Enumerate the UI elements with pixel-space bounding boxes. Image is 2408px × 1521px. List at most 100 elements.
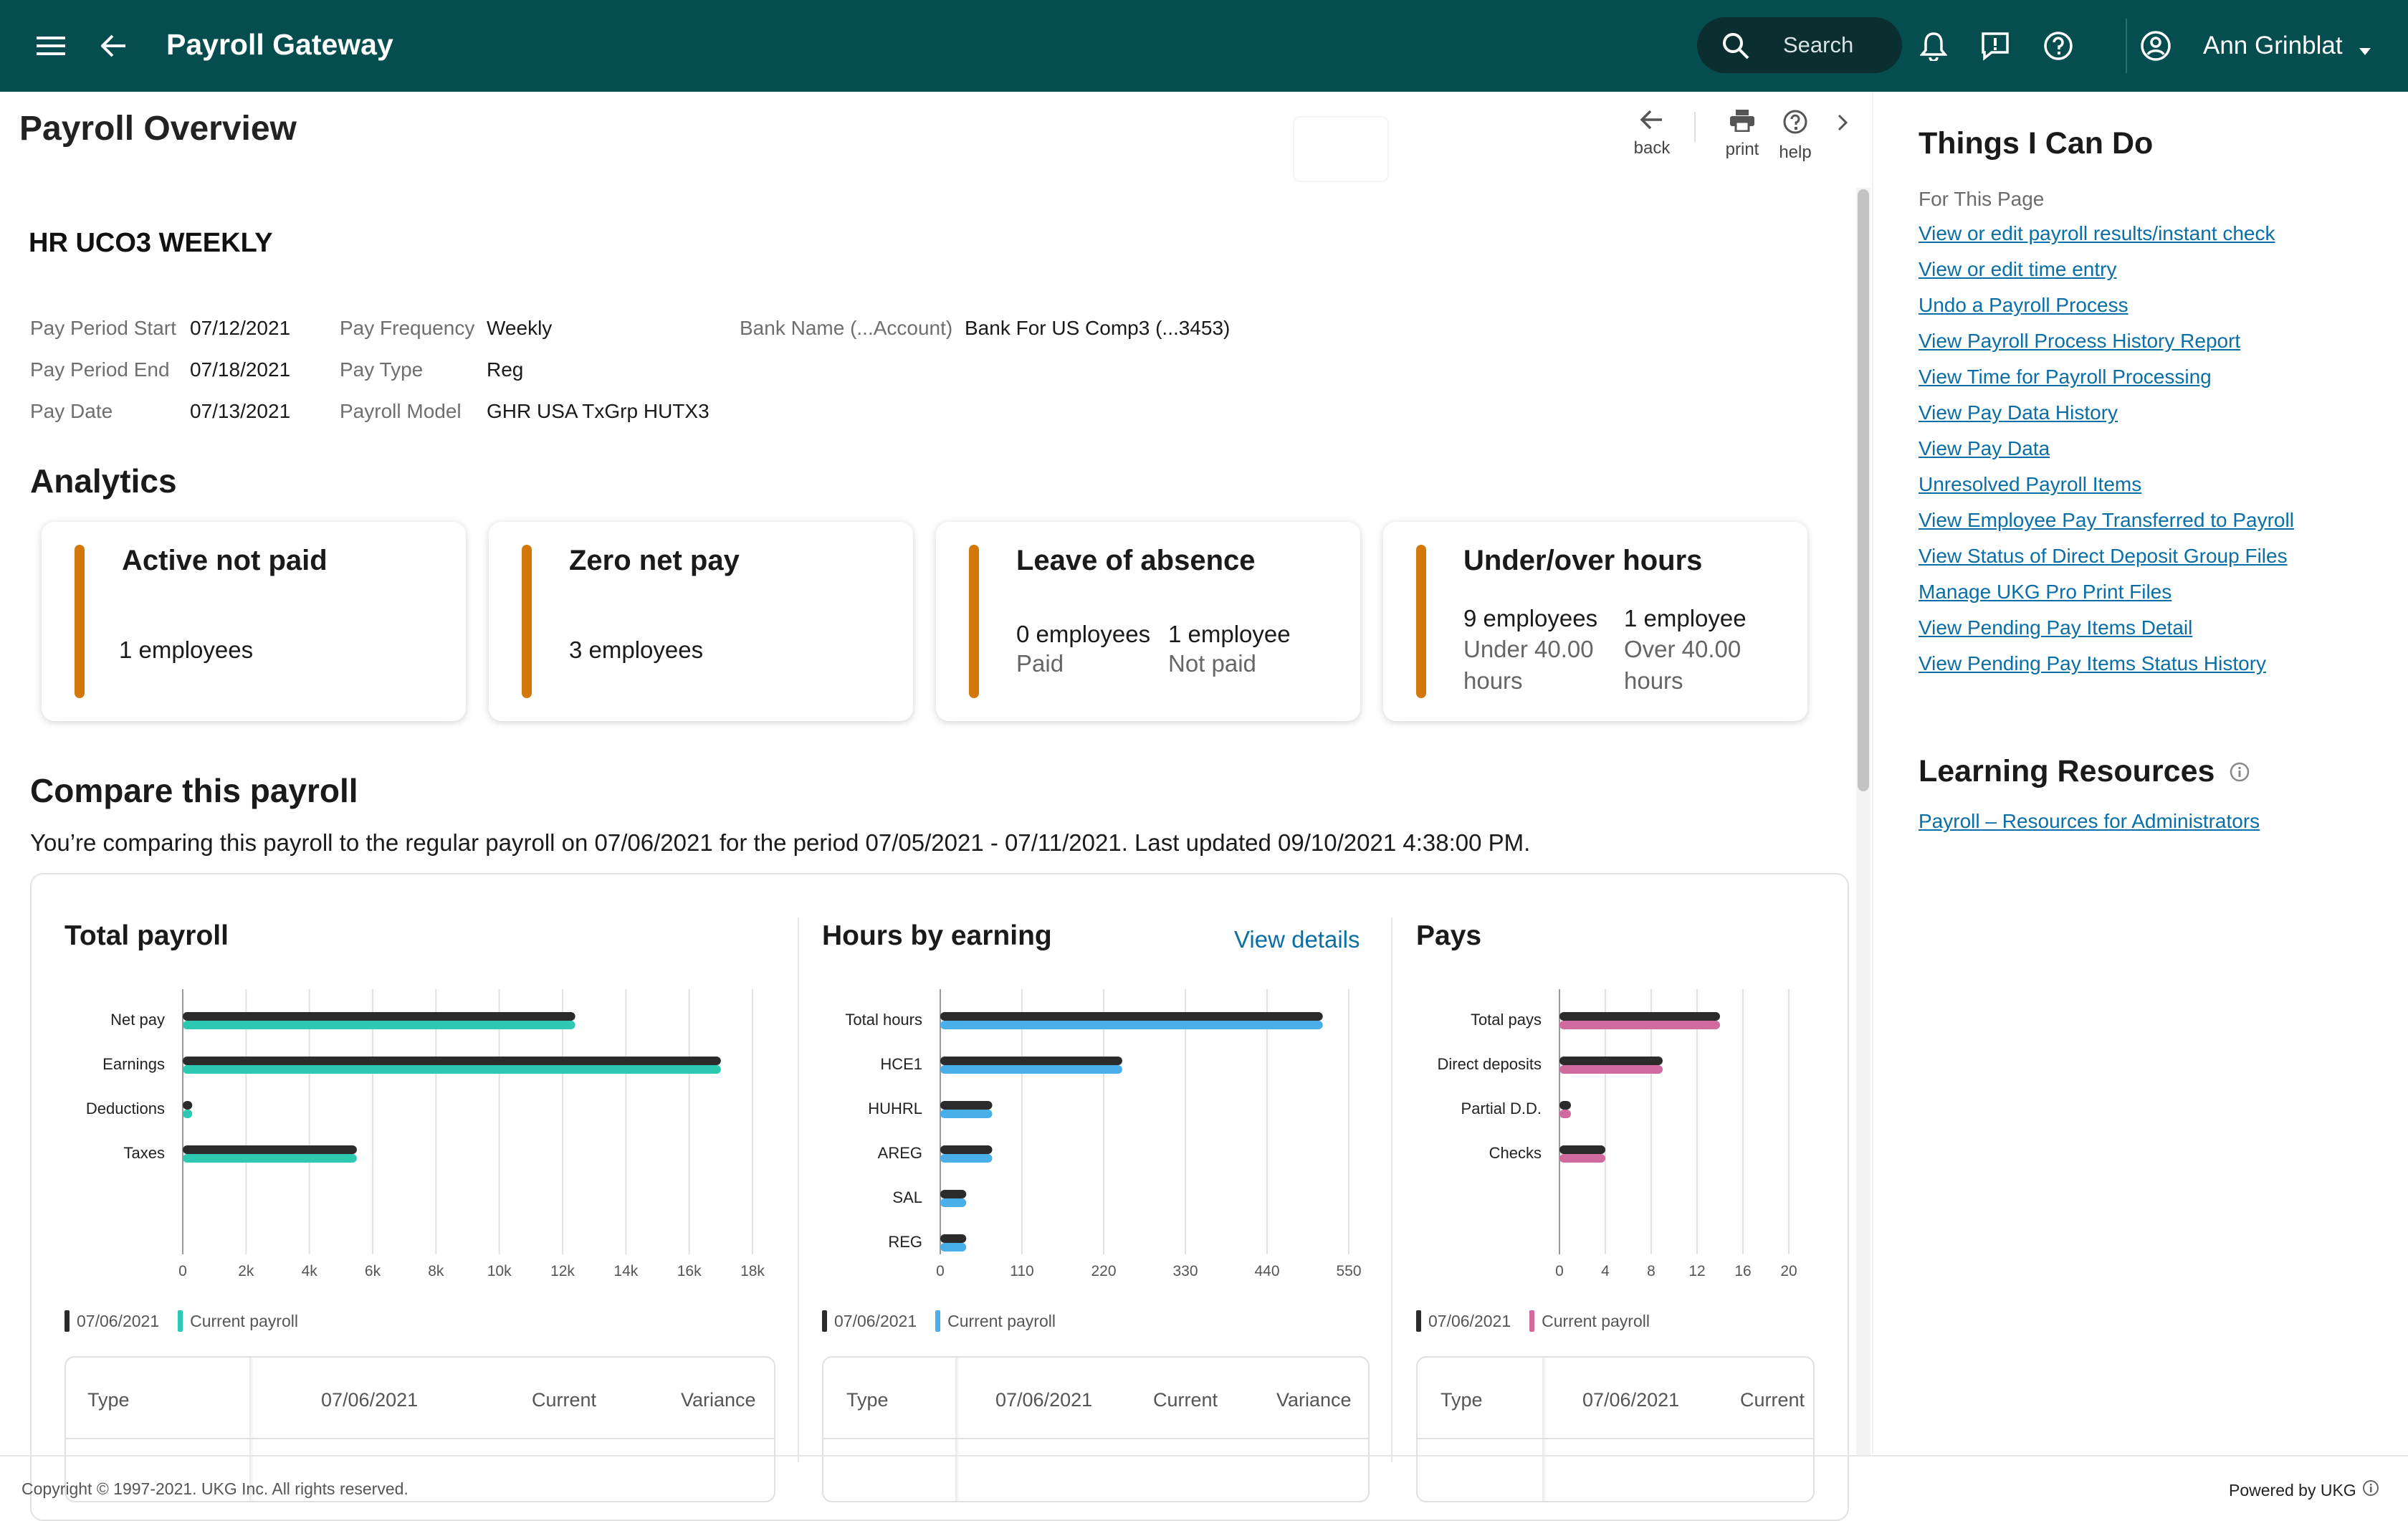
action-link[interactable]: View Pay Data xyxy=(1919,437,2050,459)
copyright-text: Copyright © 1997-2021. UKG Inc. All righ… xyxy=(22,1479,408,1498)
tick-label: 330 xyxy=(1172,1263,1198,1279)
tick-label: 10k xyxy=(487,1263,512,1279)
card-active-not-paid[interactable]: Active not paid 1 employees xyxy=(42,522,466,721)
action-link[interactable]: View Employee Pay Transferred to Payroll xyxy=(1919,509,2294,531)
action-link[interactable]: View Payroll Process History Report xyxy=(1919,330,2241,352)
column-header-variance[interactable]: Variance xyxy=(681,1389,756,1411)
action-link[interactable]: Manage UKG Pro Print Files xyxy=(1919,581,2172,603)
action-link[interactable]: View Time for Payroll Processing xyxy=(1919,366,2212,388)
payroll-model-value: GHR USA TxGrp HUTX3 xyxy=(487,400,710,422)
column-header-variance[interactable]: Variance xyxy=(1276,1389,1352,1411)
user-name: Ann Grinblat xyxy=(2203,32,2343,59)
column-header-type[interactable]: Type xyxy=(846,1389,889,1411)
bar-prior xyxy=(940,1057,1122,1065)
tick-label: 4 xyxy=(1601,1263,1610,1279)
view-details-link[interactable]: View details xyxy=(1234,926,1360,953)
back-arrow-icon[interactable] xyxy=(96,26,132,66)
pay-period-start: Pay Period Start xyxy=(30,314,176,343)
pay-period-end-value: 07/18/2021 xyxy=(190,358,291,381)
arrow-left-icon xyxy=(1640,110,1664,133)
chart-legend: 07/06/2021 Current payroll xyxy=(64,1310,317,1332)
action-link[interactable]: View Pay Data History xyxy=(1919,401,2118,424)
back-label: back xyxy=(1633,138,1671,158)
search-field[interactable]: Search xyxy=(1697,17,1902,73)
legend-item-prior: 07/06/2021 xyxy=(1416,1310,1511,1332)
column-header-type[interactable]: Type xyxy=(87,1389,130,1411)
action-link[interactable]: Undo a Payroll Process xyxy=(1919,294,2128,316)
caret-down-icon xyxy=(2359,23,2371,72)
card-not-paid-value: 1 employee xyxy=(1168,621,1291,647)
column-header-prior[interactable]: 07/06/2021 xyxy=(1582,1389,1680,1411)
pay-date-value: 07/13/2021 xyxy=(190,400,291,422)
info-icon[interactable] xyxy=(2229,755,2250,791)
bar-prior xyxy=(1559,1012,1720,1021)
account-icon[interactable] xyxy=(2137,27,2174,65)
bar-prior xyxy=(1559,1057,1663,1065)
chart-legend: 07/06/2021 Current payroll xyxy=(822,1310,1074,1332)
powered-by-text: Powered by UKG xyxy=(2229,1480,2356,1499)
pay-type-value: Reg xyxy=(487,358,524,381)
topbar-divider xyxy=(2126,19,2127,73)
column-header-prior[interactable]: 07/06/2021 xyxy=(995,1389,1093,1411)
bar-prior xyxy=(1559,1145,1605,1154)
feedback-icon[interactable] xyxy=(1977,27,2014,65)
column-header-current[interactable]: Current xyxy=(1153,1389,1218,1411)
top-app-bar: Payroll Gateway Search Ann Grinblat xyxy=(0,0,2408,92)
action-link[interactable]: View Status of Direct Deposit Group File… xyxy=(1919,545,2288,567)
help-icon[interactable] xyxy=(2040,27,2077,65)
legend-label: 07/06/2021 xyxy=(77,1311,160,1330)
tick-label: 16 xyxy=(1734,1263,1751,1279)
app-title: Payroll Gateway xyxy=(166,28,393,61)
sticky-column-shadow xyxy=(249,1358,254,1501)
bar-current xyxy=(183,1110,193,1118)
action-link[interactable]: View or edit time entry xyxy=(1919,258,2117,280)
category-label: Deductions xyxy=(86,1100,165,1117)
panel-divider xyxy=(1872,92,1873,1454)
category-label: Direct deposits xyxy=(1437,1055,1542,1073)
action-link[interactable]: View Pending Pay Items Status History xyxy=(1919,652,2267,674)
hours-by-earning-title: Hours by earning xyxy=(822,920,1052,951)
compare-description: You’re comparing this payroll to the reg… xyxy=(30,829,1531,856)
pay-frequency-value: Weekly xyxy=(487,317,553,339)
action-link[interactable]: View Pending Pay Items Detail xyxy=(1919,616,2193,639)
back-button[interactable]: back xyxy=(1627,109,1677,158)
legend-item-prior: 07/06/2021 xyxy=(64,1310,159,1332)
toolbar-divider xyxy=(1694,112,1696,142)
menu-icon[interactable] xyxy=(33,26,69,66)
card-zero-net-pay[interactable]: Zero net pay 3 employees xyxy=(489,522,913,721)
bar-current xyxy=(183,1154,357,1163)
tick-label: 8k xyxy=(428,1263,444,1279)
column-header-prior[interactable]: 07/06/2021 xyxy=(321,1389,419,1411)
scrollbar-thumb[interactable] xyxy=(1858,189,1869,791)
learning-resources-title: Learning Resources xyxy=(1919,754,2215,788)
column-header-type[interactable]: Type xyxy=(1440,1389,1483,1411)
tick-label: 8 xyxy=(1647,1263,1656,1279)
chevron-right-icon[interactable] xyxy=(1832,113,1853,135)
learning-resources-heading: Learning Resources xyxy=(1919,754,2250,791)
card-leave-of-absence[interactable]: Leave of absence 0 employees Paid 1 empl… xyxy=(936,522,1360,721)
category-label: AREG xyxy=(878,1144,922,1162)
page-title: Payroll Overview xyxy=(19,110,297,148)
card-title: Active not paid xyxy=(122,545,328,576)
action-link[interactable]: View or edit payroll results/instant che… xyxy=(1919,222,2275,244)
user-menu[interactable]: Ann Grinblat xyxy=(2203,22,2371,70)
hours-by-earning-table: Type 07/06/2021 Current Variance xyxy=(822,1356,1370,1502)
column-header-current[interactable]: Current xyxy=(532,1389,597,1411)
tick-label: 2k xyxy=(238,1263,254,1279)
table-divider xyxy=(823,1438,1368,1439)
bell-icon[interactable] xyxy=(1915,27,1952,65)
print-button[interactable]: print xyxy=(1716,109,1769,160)
legend-label: 07/06/2021 xyxy=(834,1311,917,1330)
chart-divider xyxy=(1391,917,1392,1462)
bar-prior xyxy=(940,1190,967,1198)
card-under-label: Under 40.00 hours xyxy=(1463,636,1594,694)
info-icon[interactable] xyxy=(2362,1479,2379,1501)
learning-link[interactable]: Payroll – Resources for Administrators xyxy=(1919,810,2260,832)
tick-label: 6k xyxy=(365,1263,381,1279)
card-under-over-hours[interactable]: Under/over hours 9 employees Under 40.00… xyxy=(1383,522,1807,721)
legend-swatch xyxy=(64,1310,70,1332)
column-header-current[interactable]: Current xyxy=(1740,1389,1805,1411)
help-button[interactable]: help xyxy=(1770,109,1820,163)
card-accent-bar xyxy=(969,545,979,698)
action-link[interactable]: Unresolved Payroll Items xyxy=(1919,473,2142,495)
